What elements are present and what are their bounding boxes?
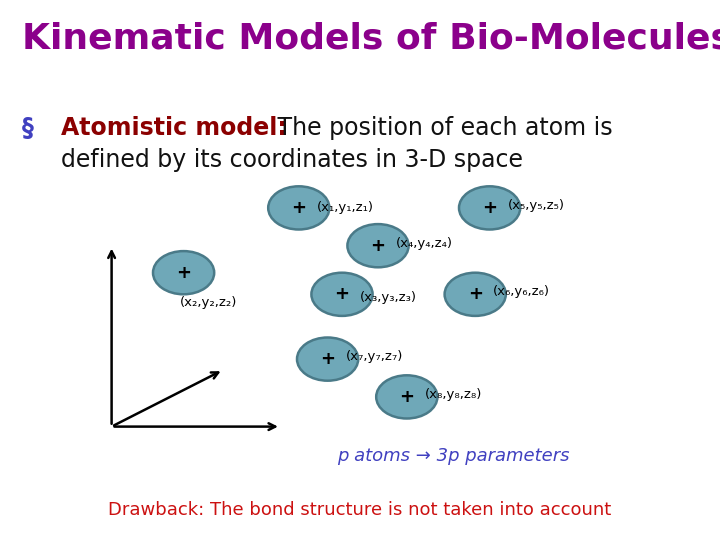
Text: §: § [22,116,33,140]
Text: (x₃,y₃,z₃): (x₃,y₃,z₃) [360,291,417,303]
Ellipse shape [445,273,506,316]
Text: (x₄,y₄,z₄): (x₄,y₄,z₄) [396,237,453,249]
Text: +: + [400,388,414,406]
Ellipse shape [297,338,359,381]
Text: Atomistic model:: Atomistic model: [61,116,287,140]
Text: (x₅,y₅,z₅): (x₅,y₅,z₅) [508,199,564,212]
Text: The position of each atom is: The position of each atom is [270,116,613,140]
Ellipse shape [311,273,373,316]
Text: defined by its coordinates in 3-D space: defined by its coordinates in 3-D space [61,148,523,172]
Text: (x₆,y₆,z₆): (x₆,y₆,z₆) [493,285,550,298]
Text: +: + [482,199,497,217]
Text: +: + [371,237,385,255]
Text: (x₇,y₇,z₇): (x₇,y₇,z₇) [346,350,403,363]
Text: (x₈,y₈,z₈): (x₈,y₈,z₈) [425,388,482,401]
Text: +: + [176,264,191,282]
Text: p atoms → 3p parameters: p atoms → 3p parameters [338,447,570,465]
Ellipse shape [268,186,330,230]
Text: (x₂,y₂,z₂): (x₂,y₂,z₂) [180,296,238,309]
Ellipse shape [153,251,215,294]
Text: Drawback: The bond structure is not taken into account: Drawback: The bond structure is not take… [109,501,611,519]
Ellipse shape [459,186,521,230]
Text: Kinematic Models of Bio-Molecules: Kinematic Models of Bio-Molecules [22,22,720,56]
Text: +: + [468,285,482,303]
Ellipse shape [347,224,409,267]
Text: +: + [335,285,349,303]
Ellipse shape [376,375,438,418]
Text: +: + [320,350,335,368]
Text: +: + [292,199,306,217]
Text: (x₁,y₁,z₁): (x₁,y₁,z₁) [317,201,374,214]
